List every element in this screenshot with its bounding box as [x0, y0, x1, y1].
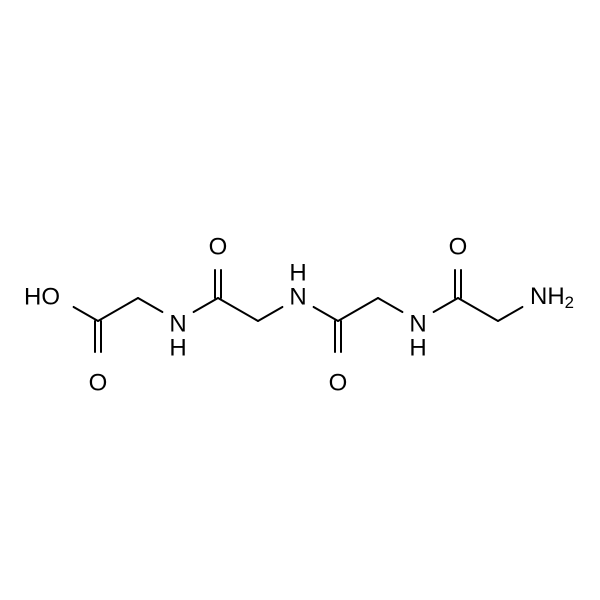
single-bond [98, 298, 138, 321]
chemical-structure-diagram: HOONHONHONHONH2 [0, 0, 600, 600]
nitrogen-label-1: N [169, 310, 186, 337]
single-bond [258, 307, 282, 321]
nitrogen-label-3: N [409, 310, 426, 337]
nitrogen-label-2: N [289, 283, 306, 310]
hydroxyl-label: HO [24, 283, 60, 310]
labels-group: HOONHONHONHONH2 [24, 233, 574, 396]
nh-label-3: H [409, 334, 426, 361]
single-bond [378, 298, 402, 312]
oxygen-label-2: O [209, 233, 228, 260]
single-bond [314, 307, 338, 321]
single-bond [74, 307, 98, 321]
single-bond [434, 298, 458, 312]
nh-label-2: H [289, 259, 306, 286]
single-bond [138, 298, 162, 312]
oxygen-label-4: O [449, 233, 468, 260]
nh-label-1: H [169, 334, 186, 361]
oxygen-label-1: O [89, 369, 108, 396]
single-bond [218, 298, 258, 321]
single-bond [458, 298, 498, 321]
oxygen-label-3: O [329, 369, 348, 396]
single-bond [338, 298, 378, 321]
single-bond [194, 298, 218, 312]
amine-label: NH2 [530, 283, 574, 312]
single-bond [498, 307, 522, 321]
